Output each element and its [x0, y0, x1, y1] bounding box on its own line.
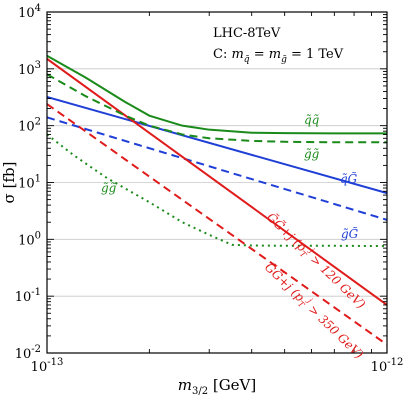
label-qq: q̃q̃: [304, 113, 320, 127]
y-tick-label: 10-2: [15, 344, 41, 362]
ticks-layer: [46, 11, 388, 354]
series-qg-dashed: [47, 73, 387, 144]
series-layer: [47, 54, 387, 346]
x-axis-title: m3/2 [GeV]: [178, 376, 257, 397]
series-qq: [47, 54, 387, 135]
label-qg: g̃g̃: [304, 147, 320, 161]
y-tick-label: 104: [18, 3, 41, 21]
y-tick-label: 101: [18, 174, 41, 192]
series-qG: [47, 95, 387, 195]
series-gG: [47, 116, 387, 221]
label-gg: g̃g̃: [101, 181, 117, 195]
x-tick-label: 10-12: [371, 357, 404, 375]
series-GG-120: [47, 58, 387, 306]
label-qG: q̃G̃: [340, 171, 358, 186]
label-GG-350: G̃G̃+j (pTj > 350 GeV): [261, 259, 368, 363]
annotation-masses: C: mq̃ = mg̃ = 1 TeV: [213, 47, 344, 65]
y-axis-title: σ [fb]: [0, 162, 18, 204]
label-gG: g̃G̃: [341, 226, 359, 241]
annotation-energy: LHC-8TeV: [213, 26, 281, 41]
x-tick-label: 10-13: [31, 357, 64, 375]
y-tick-label: 103: [18, 60, 41, 78]
y-tick-label: 100: [18, 230, 41, 248]
y-tick-label: 10-1: [15, 287, 41, 305]
label-GG-120: G̃G̃+j (pTj > 120 GeV): [263, 209, 370, 313]
series-GG-350: [47, 103, 387, 346]
labels-layer: 104 103 102 101 100 10-1 10-210-13 10-12 m3/2 [G…: [0, 3, 403, 397]
y-tick-label: 102: [18, 117, 41, 135]
series-gg: [47, 133, 387, 248]
